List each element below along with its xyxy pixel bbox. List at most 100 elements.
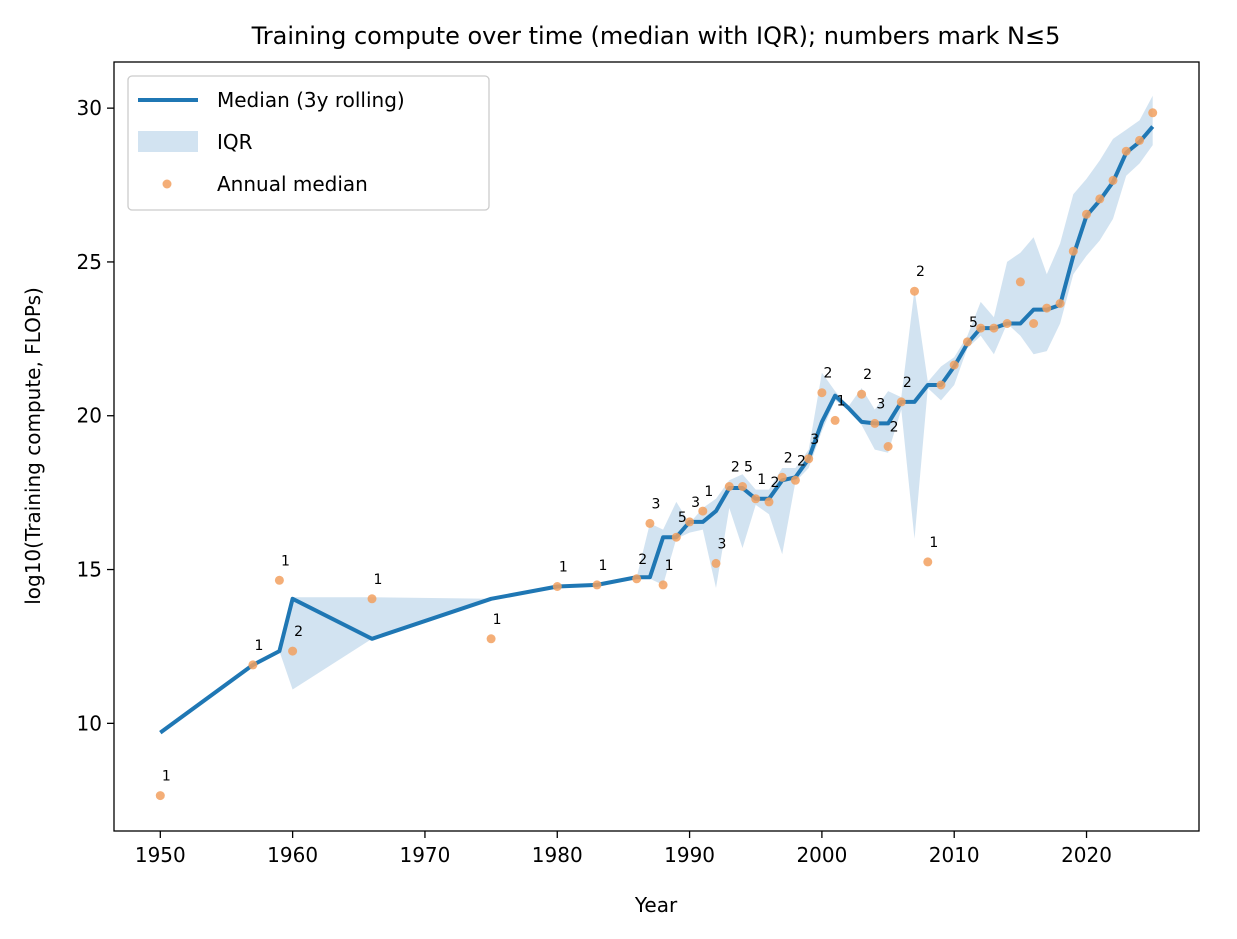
annual-median-point bbox=[923, 557, 933, 567]
annual-median-point bbox=[777, 472, 787, 482]
annual-median-point bbox=[870, 418, 880, 428]
annual-median-point bbox=[592, 580, 602, 590]
count-label: 3 bbox=[651, 496, 660, 512]
count-label: 2 bbox=[823, 366, 832, 382]
legend-iqr-label: IQR bbox=[217, 130, 253, 154]
annual-median-point bbox=[1148, 108, 1158, 118]
count-label: 2 bbox=[638, 552, 647, 568]
annual-median-point bbox=[711, 558, 721, 568]
annual-median-point bbox=[698, 506, 708, 516]
annual-median-point bbox=[486, 634, 496, 644]
annual-median-point bbox=[962, 337, 972, 347]
count-label: 1 bbox=[665, 558, 674, 574]
y-tick-label: 10 bbox=[77, 711, 102, 735]
x-axis-label: Year bbox=[634, 893, 678, 917]
annual-median-point bbox=[288, 646, 298, 656]
points-layer bbox=[155, 108, 1158, 801]
annual-median-point bbox=[1082, 209, 1091, 219]
annual-median-point bbox=[1002, 319, 1012, 328]
annual-median-point bbox=[910, 286, 919, 296]
count-label: 1 bbox=[929, 535, 938, 551]
x-tick-label: 1950 bbox=[135, 843, 186, 867]
count-label: 3 bbox=[876, 396, 885, 412]
count-label: 5 bbox=[678, 510, 687, 526]
count-label: 1 bbox=[757, 472, 766, 488]
count-label: 2 bbox=[294, 624, 303, 640]
annual-median-point bbox=[632, 574, 642, 584]
annual-median-point bbox=[155, 791, 165, 801]
count-label: 1 bbox=[374, 572, 383, 588]
annual-median-point bbox=[989, 323, 999, 333]
annual-median-point bbox=[671, 532, 681, 542]
annual-median-point bbox=[1068, 246, 1078, 256]
annual-median-point bbox=[751, 494, 761, 504]
annual-median-point bbox=[764, 497, 774, 507]
y-tick-label: 20 bbox=[77, 404, 102, 428]
count-label: 2 bbox=[863, 367, 872, 383]
y-axis-label: log10(Training compute, FLOPs) bbox=[21, 287, 45, 605]
legend-iqr-swatch bbox=[138, 131, 198, 152]
annual-median-point bbox=[367, 594, 377, 604]
y-tick-label: 30 bbox=[77, 96, 102, 120]
annual-median-point bbox=[658, 580, 668, 590]
y-tick-label: 15 bbox=[77, 558, 102, 582]
annual-median-point bbox=[804, 454, 814, 464]
count-label: 2 bbox=[784, 450, 793, 466]
annual-median-point bbox=[645, 518, 655, 528]
x-tick-label: 1960 bbox=[267, 843, 318, 867]
count-label: 1 bbox=[493, 612, 502, 628]
annual-median-point bbox=[949, 360, 959, 370]
count-label: 2 bbox=[890, 420, 899, 436]
annual-median-point bbox=[1029, 319, 1039, 328]
annual-median-point bbox=[790, 475, 800, 485]
annual-median-point bbox=[724, 482, 734, 491]
annual-median-point bbox=[1042, 303, 1052, 313]
legend-box bbox=[127, 75, 490, 211]
annual-median-point bbox=[976, 323, 986, 333]
count-label: 2 bbox=[731, 460, 740, 476]
y-tick-label: 25 bbox=[77, 250, 102, 274]
count-label: 1 bbox=[281, 553, 290, 569]
count-label: 2 bbox=[916, 264, 925, 280]
annual-median-point bbox=[1108, 175, 1118, 185]
x-tick-label: 1990 bbox=[664, 843, 715, 867]
count-label: 3 bbox=[691, 495, 700, 511]
legend-median-label: Median (3y rolling) bbox=[217, 88, 405, 112]
count-label: 5 bbox=[969, 315, 978, 331]
x-tick-label: 2000 bbox=[796, 843, 847, 867]
annual-median-point bbox=[1055, 299, 1065, 308]
count-label: 1 bbox=[162, 769, 171, 785]
annual-median-point bbox=[830, 415, 840, 425]
annual-median-point bbox=[817, 388, 827, 398]
count-label: 5 bbox=[744, 460, 753, 476]
count-label: 2 bbox=[903, 375, 912, 391]
x-tick-label: 2020 bbox=[1061, 843, 1112, 867]
annual-median-point bbox=[1121, 146, 1131, 156]
annual-median-point bbox=[936, 380, 946, 390]
count-label: 1 bbox=[559, 560, 568, 576]
annual-median-point bbox=[1135, 135, 1144, 145]
count-label: 3 bbox=[718, 536, 727, 552]
annual-median-point bbox=[248, 660, 258, 670]
legend-annual-swatch bbox=[162, 179, 172, 189]
count-label: 2 bbox=[771, 475, 780, 491]
x-axis: 1950 1960 1970 1980 1990 2000 2010 2020 bbox=[135, 831, 1112, 867]
plot-frame bbox=[113, 61, 1200, 832]
count-label: 2 bbox=[797, 453, 806, 469]
annual-median-point bbox=[896, 397, 906, 407]
legend: Median (3y rolling) IQR Annual median bbox=[127, 75, 490, 211]
count-label: 1 bbox=[254, 638, 263, 654]
annual-median-point bbox=[883, 442, 893, 451]
count-label: 3 bbox=[810, 432, 819, 448]
x-tick-label: 1980 bbox=[532, 843, 583, 867]
annual-median-point bbox=[274, 575, 284, 585]
annual-median-point bbox=[552, 582, 562, 591]
legend-annual-label: Annual median bbox=[217, 172, 368, 196]
chart-title: Training compute over time (median with … bbox=[251, 22, 1061, 50]
x-tick-label: 1970 bbox=[399, 843, 450, 867]
x-tick-label: 2010 bbox=[929, 843, 980, 867]
count-label: 1 bbox=[704, 484, 713, 500]
